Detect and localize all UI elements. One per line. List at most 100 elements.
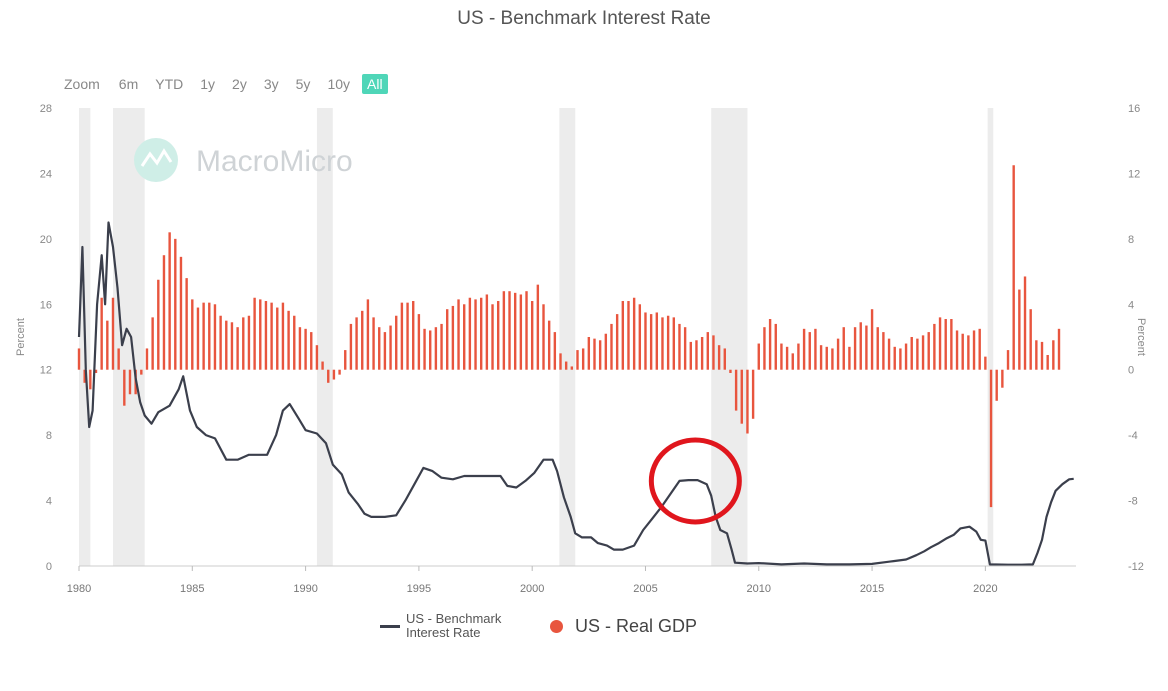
zoom-bar: Zoom 6m YTD 1y 2y 3y 5y 10y All (64, 72, 395, 96)
gdp-bar-115 (729, 369, 732, 373)
recession-band-1 (112, 108, 145, 566)
gdp-bar-11 (140, 369, 143, 375)
gdp-bar-163 (1001, 369, 1004, 388)
gdp-bar-99 (638, 304, 642, 370)
gdp-bar-74 (496, 301, 500, 370)
y-right-tick-0: 0 (1128, 365, 1134, 377)
gdp-bar-34 (270, 302, 273, 370)
gdp-bar-58 (406, 302, 409, 370)
gdp-bar-150 (927, 332, 930, 370)
gdp-bar-61 (423, 328, 426, 370)
recession-band-3 (559, 108, 576, 566)
x-tick-label-1995: 1995 (407, 583, 431, 595)
gdp-bar-113 (717, 345, 721, 370)
x-tick-label-2005: 2005 (633, 583, 657, 595)
gdp-bar-30 (247, 315, 251, 370)
legend-gdp-label[interactable]: US - Real GDP (575, 615, 698, 636)
gdp-bar-106 (678, 323, 681, 370)
gdp-bar-71 (479, 297, 483, 370)
x-tick-label-2010: 2010 (747, 583, 771, 595)
y-right-tick-4: 4 (1128, 299, 1134, 311)
legend-rate-label[interactable]: US - Benchmark Interest Rate (406, 611, 502, 640)
gdp-bar-117 (740, 369, 743, 424)
rate-line (77, 221, 1074, 566)
gdp-bar-94 (610, 323, 613, 370)
gdp-bar-164 (1006, 350, 1010, 370)
gdp-bar-68 (463, 304, 466, 370)
gdp-bar-35 (276, 307, 279, 370)
gdp-bar-54 (383, 332, 387, 370)
y-right-tick-8: 8 (1128, 234, 1134, 246)
gdp-bar-66 (451, 305, 455, 370)
gdp-bar-6 (111, 297, 115, 370)
gdp-bar-135 (842, 327, 845, 370)
gdp-bar-134 (836, 338, 840, 370)
gdp-bar-111 (706, 332, 709, 370)
gdp-bar-109 (695, 340, 698, 370)
gdp-bar-128 (802, 328, 806, 370)
zoom-ytd-button[interactable]: YTD (155, 76, 184, 92)
zoom-1y-button[interactable]: 1y (200, 76, 216, 92)
gdp-bar-97 (627, 301, 630, 370)
gdp-bar-80 (530, 301, 534, 370)
zoom-3y-button[interactable]: 3y (263, 76, 279, 92)
gdp-bar-153 (944, 319, 947, 370)
gdp-bar-126 (791, 353, 794, 370)
y-right-tick--12: -12 (1128, 561, 1144, 573)
gdp-bar-130 (814, 328, 817, 370)
y-right-tick-16: 16 (1128, 103, 1140, 115)
y-right-tick-12: 12 (1128, 168, 1140, 180)
zoom-2y-button[interactable]: 2y (232, 76, 247, 92)
x-tick-label-2000: 2000 (520, 583, 544, 595)
gdp-bar-96 (621, 301, 625, 370)
gdp-bar-48 (349, 323, 353, 370)
gdp-bar-98 (632, 297, 636, 370)
gdp-bar-157 (967, 335, 970, 370)
zoom-all-button[interactable]: All (362, 74, 388, 94)
gdp-bar-20 (191, 299, 194, 370)
gdp-bar-90 (587, 337, 591, 370)
gdp-bar-125 (785, 346, 789, 370)
gdp-bar-160 (984, 356, 987, 370)
gdp-bar-152 (938, 317, 942, 370)
gdp-bar-165 (1012, 165, 1015, 370)
gdp-bar-89 (581, 348, 585, 370)
zoom-5y-button[interactable]: 5y (295, 76, 311, 92)
gdp-bar-123 (774, 323, 777, 370)
gdp-bar-81 (536, 284, 540, 370)
gdp-bar-33 (264, 301, 268, 370)
gdp-bar-28 (236, 327, 239, 370)
gdp-bar-39 (298, 327, 302, 370)
gdp-bar-69 (468, 297, 472, 370)
gdp-bar-72 (485, 294, 489, 370)
gdp-bar-77 (513, 292, 517, 370)
gdp-bar-102 (655, 312, 659, 370)
gdp-bar-19 (185, 278, 188, 370)
zoom-10y-button[interactable]: 10y (327, 76, 351, 92)
gdp-bar-138 (859, 322, 862, 370)
gdp-bar-40 (304, 328, 307, 370)
legend-gdp-swatch[interactable] (550, 619, 563, 633)
gdp-bar-84 (553, 332, 557, 370)
y-left-tick-28: 28 (40, 103, 52, 115)
x-tick-label-1980: 1980 (67, 583, 91, 595)
recession-band-4 (711, 108, 748, 566)
gdp-bar-27 (230, 322, 234, 370)
gdp-bar-75 (502, 291, 506, 370)
gdp-bar-146 (904, 343, 908, 370)
legend-rate-swatch[interactable] (380, 624, 400, 628)
y-right-tick--4: -4 (1128, 430, 1138, 442)
gdp-bar-21 (196, 307, 200, 370)
gdp-bar-9 (128, 369, 132, 395)
gdp-bar-122 (768, 319, 772, 370)
gdp-bar-63 (434, 327, 438, 370)
gdp-bar-55 (389, 325, 392, 370)
rate-series-line (77, 221, 1074, 566)
zoom-6m-button[interactable]: 6m (118, 76, 139, 92)
gdp-bar-49 (355, 317, 358, 370)
gdp-bar-88 (576, 350, 579, 370)
gdp-bar-36 (281, 302, 285, 370)
gdp-bar-4 (100, 297, 103, 370)
gdp-bar-18 (179, 256, 183, 370)
